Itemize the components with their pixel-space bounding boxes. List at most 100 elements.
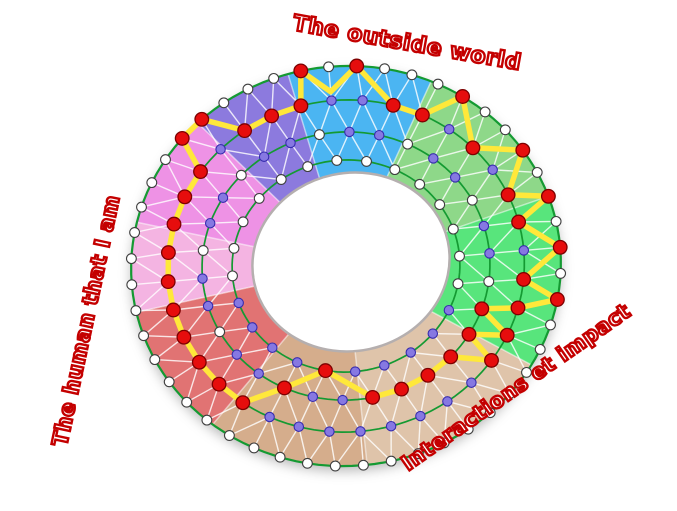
node-red[interactable] <box>516 271 532 287</box>
node-red[interactable] <box>515 142 531 158</box>
node-red[interactable] <box>293 98 309 114</box>
node-red[interactable] <box>174 130 190 146</box>
node-red[interactable] <box>500 187 516 203</box>
node-red[interactable] <box>177 189 193 205</box>
node-red[interactable] <box>414 107 430 123</box>
node-purple[interactable] <box>466 377 477 388</box>
node-white[interactable] <box>146 177 158 189</box>
node-purple[interactable] <box>349 366 361 377</box>
node-white[interactable] <box>160 154 171 166</box>
node-red[interactable] <box>499 327 515 343</box>
node-purple[interactable] <box>267 342 278 353</box>
node-white[interactable] <box>521 366 532 378</box>
node-white[interactable] <box>129 227 141 238</box>
node-red[interactable] <box>484 352 499 368</box>
node-purple[interactable] <box>247 322 258 333</box>
node-white[interactable] <box>434 199 446 211</box>
node-purple[interactable] <box>285 137 296 149</box>
node-white[interactable] <box>406 69 418 81</box>
node-purple[interactable] <box>373 129 385 141</box>
node-purple[interactable] <box>253 368 264 379</box>
node-white[interactable] <box>534 343 546 355</box>
node-red[interactable] <box>465 140 481 156</box>
node-white[interactable] <box>214 326 226 338</box>
node-white[interactable] <box>499 124 511 136</box>
node-white[interactable] <box>447 223 459 235</box>
node-red[interactable] <box>160 245 176 261</box>
node-purple[interactable] <box>478 220 490 232</box>
node-white[interactable] <box>462 423 474 435</box>
node-red[interactable] <box>365 389 381 405</box>
node-purple[interactable] <box>307 391 319 403</box>
node-white[interactable] <box>268 72 280 84</box>
node-purple[interactable] <box>484 248 495 259</box>
node-white[interactable] <box>379 63 391 75</box>
node-red[interactable] <box>235 395 251 411</box>
node-red[interactable] <box>394 381 409 397</box>
node-purple[interactable] <box>427 328 439 339</box>
node-white[interactable] <box>323 61 335 73</box>
node-white[interactable] <box>237 216 249 228</box>
node-purple[interactable] <box>385 420 397 432</box>
node-white[interactable] <box>329 460 341 472</box>
node-white[interactable] <box>301 457 313 469</box>
node-purple[interactable] <box>443 304 455 316</box>
node-white[interactable] <box>138 330 150 342</box>
node-red[interactable] <box>511 214 527 230</box>
node-white[interactable] <box>531 166 543 178</box>
node-red[interactable] <box>461 326 477 342</box>
node-red[interactable] <box>211 376 227 392</box>
node-purple[interactable] <box>258 151 270 162</box>
node-red[interactable] <box>237 123 253 139</box>
node-white[interactable] <box>248 442 260 454</box>
node-white[interactable] <box>550 215 562 227</box>
node-white[interactable] <box>414 178 426 190</box>
node-white[interactable] <box>235 169 247 181</box>
node-white[interactable] <box>545 319 556 331</box>
node-white[interactable] <box>479 106 491 118</box>
node-white[interactable] <box>412 448 424 460</box>
node-purple[interactable] <box>428 153 439 164</box>
node-red[interactable] <box>276 380 292 396</box>
node-white[interactable] <box>438 437 450 449</box>
node-white[interactable] <box>130 305 142 317</box>
node-purple[interactable] <box>233 297 244 309</box>
node-white[interactable] <box>125 253 137 265</box>
node-white[interactable] <box>126 279 138 291</box>
node-red[interactable] <box>443 349 459 365</box>
node-red[interactable] <box>293 63 309 79</box>
node-white[interactable] <box>483 276 495 287</box>
node-purple[interactable] <box>355 426 366 437</box>
node-red[interactable] <box>552 239 568 255</box>
node-red[interactable] <box>264 108 280 124</box>
node-red[interactable] <box>165 302 181 318</box>
node-purple[interactable] <box>443 124 455 135</box>
node-red[interactable] <box>166 216 182 232</box>
node-red[interactable] <box>194 111 210 127</box>
node-purple[interactable] <box>324 426 335 437</box>
node-purple[interactable] <box>518 245 530 256</box>
node-purple[interactable] <box>487 164 498 176</box>
node-red[interactable] <box>540 188 556 204</box>
node-white[interactable] <box>385 455 397 467</box>
node-red[interactable] <box>191 354 207 370</box>
node-white[interactable] <box>484 407 496 419</box>
node-white[interactable] <box>389 164 401 176</box>
node-white[interactable] <box>454 250 465 262</box>
node-purple[interactable] <box>344 126 355 138</box>
node-white[interactable] <box>313 129 325 141</box>
node-red[interactable] <box>474 301 490 317</box>
node-red[interactable] <box>510 300 526 316</box>
node-red[interactable] <box>349 58 365 74</box>
node-white[interactable] <box>197 245 209 256</box>
node-purple[interactable] <box>264 411 275 423</box>
node-purple[interactable] <box>293 421 305 432</box>
node-white[interactable] <box>466 194 478 206</box>
node-white[interactable] <box>274 451 286 463</box>
node-purple[interactable] <box>449 172 461 183</box>
node-purple[interactable] <box>337 394 348 406</box>
node-purple[interactable] <box>215 144 226 155</box>
node-red[interactable] <box>549 292 565 307</box>
node-white[interactable] <box>331 154 343 166</box>
node-purple[interactable] <box>379 360 390 371</box>
